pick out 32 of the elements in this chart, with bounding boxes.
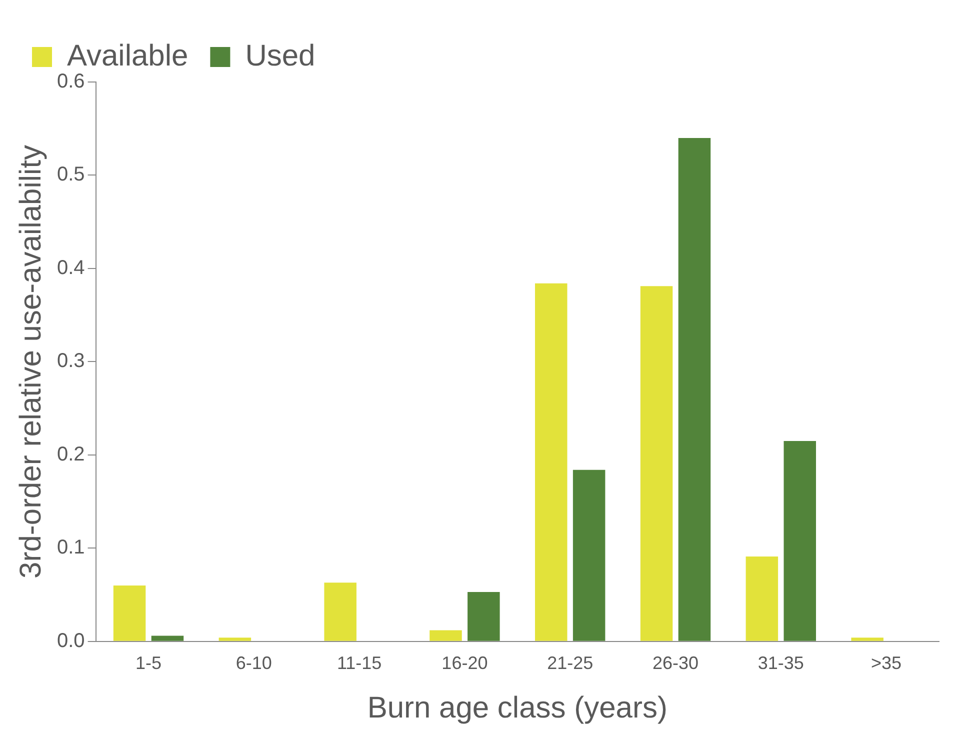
y-tick-label: 0.0: [56, 630, 85, 652]
x-tick-label: 6-10: [236, 653, 272, 674]
bar: [324, 582, 356, 641]
y-tick-label: 0.4: [56, 256, 85, 279]
bar: [572, 470, 606, 641]
y-axis-title: 3rd-order relative use-availability: [14, 144, 48, 578]
bar: [218, 638, 252, 641]
bar: [430, 630, 462, 641]
y-tick-label: 0.5: [56, 164, 85, 186]
x-tick-label: 21-25: [547, 653, 594, 674]
x-tick-label: >35: [871, 653, 902, 674]
y-tick-label: 0.6: [56, 70, 85, 93]
x-tick-label: 1-5: [135, 653, 162, 674]
y-tick-label: 0.1: [56, 536, 85, 559]
y-tick-label: 0.2: [56, 443, 85, 466]
bar: [468, 592, 500, 641]
bar: [784, 440, 816, 641]
legend-label: Available: [67, 39, 188, 72]
bar: [151, 636, 184, 641]
bar: [746, 556, 778, 641]
bar: [851, 638, 884, 641]
bar: [678, 138, 711, 641]
x-axis-title: Burn age class (years): [367, 691, 668, 724]
x-tick-label: 31-35: [758, 653, 804, 674]
bar: [640, 286, 673, 641]
legend-label: Used: [245, 39, 316, 72]
bar: [535, 283, 568, 641]
bar: [113, 585, 146, 641]
x-tick-label: 26-30: [652, 653, 699, 674]
x-tick-label: 16-20: [442, 653, 488, 674]
y-tick-label: 0.3: [56, 350, 85, 372]
x-tick-label: 11-15: [336, 653, 382, 674]
